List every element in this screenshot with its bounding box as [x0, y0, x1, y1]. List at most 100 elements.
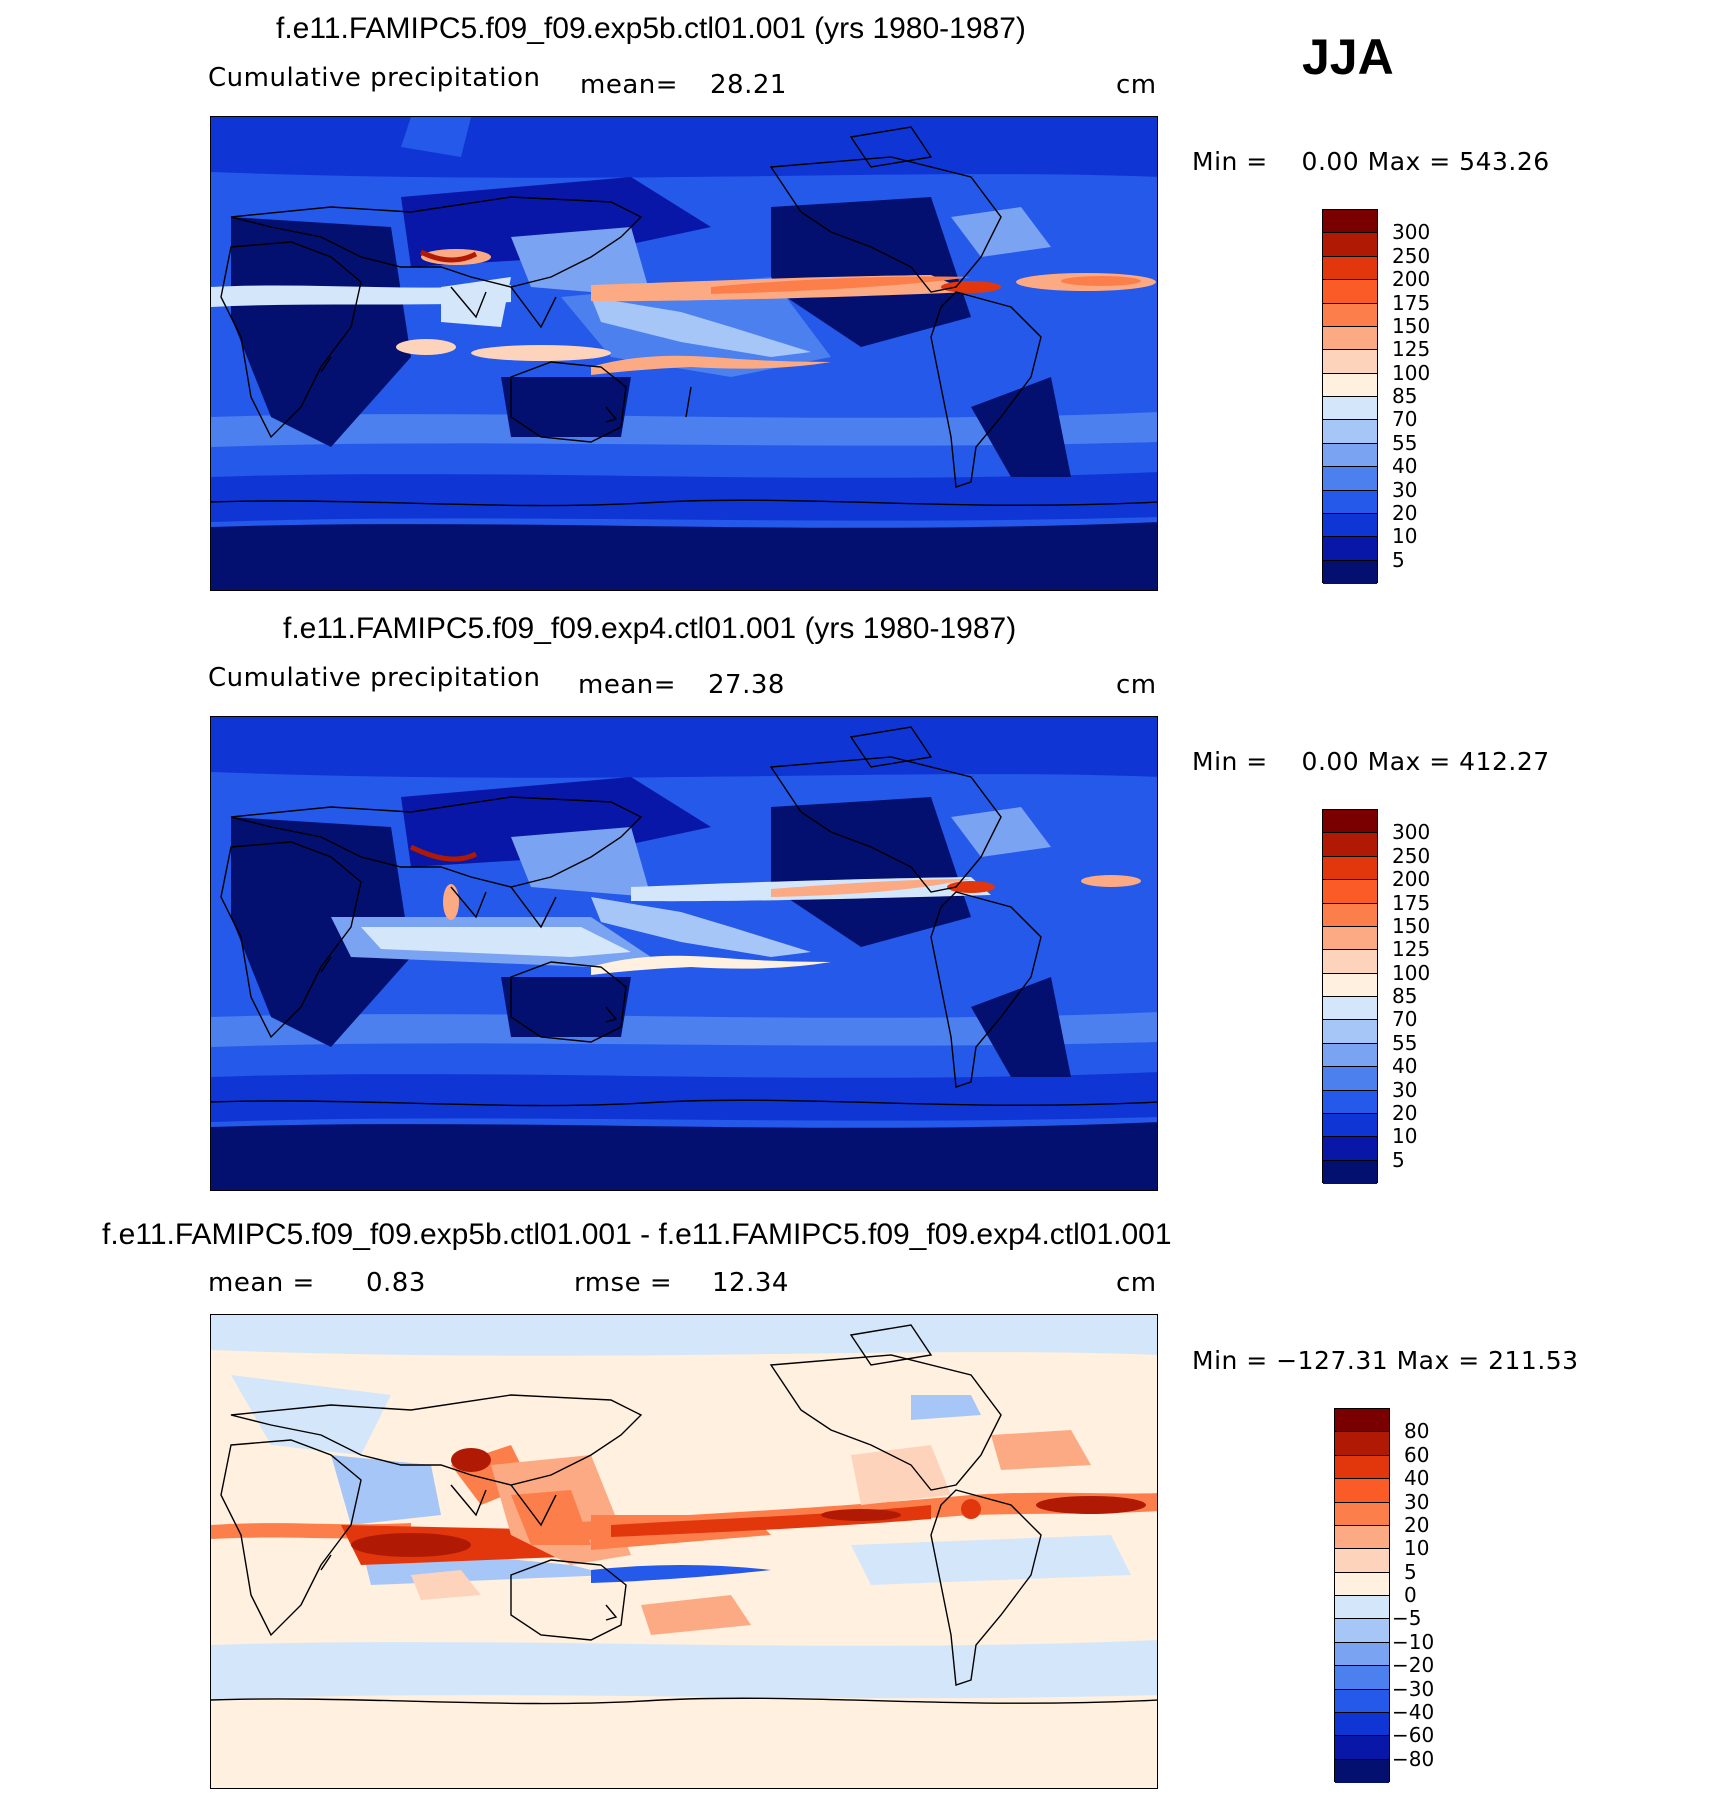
panel-3-colorbar-ticks: 80 60 40 30 20 10 5 0 −5 −10 −20 −30 −40… [1392, 1408, 1494, 1782]
colorbar-swatch [1323, 1020, 1377, 1044]
colorbar-swatch [1323, 397, 1377, 421]
colorbar-tick-label: 250 [1392, 243, 1431, 268]
colorbar-tick-label: 40 [1404, 1466, 1430, 1491]
colorbar-tick-label: 5 [1392, 1147, 1405, 1172]
colorbar-tick-label: 10 [1392, 1124, 1418, 1149]
colorbar-tick-label: 70 [1392, 1007, 1418, 1032]
colorbar-tick-label: 55 [1392, 430, 1418, 455]
colorbar-swatch [1335, 1596, 1389, 1620]
colorbar-swatch [1323, 537, 1377, 561]
colorbar-swatch [1323, 513, 1377, 538]
panel-1-colorbar-ticks: 300 250 200 175 150 125 100 85 70 55 40 … [1392, 209, 1472, 583]
colorbar-swatch [1323, 280, 1377, 304]
colorbar-tick-label: 5 [1404, 1559, 1417, 1584]
colorbar-swatch [1323, 1113, 1377, 1138]
colorbar-swatch [1323, 950, 1377, 974]
colorbar-swatch [1323, 833, 1377, 857]
colorbar-swatch [1335, 1642, 1389, 1667]
colorbar-swatch [1335, 1712, 1389, 1737]
colorbar-swatch [1323, 560, 1377, 584]
colorbar-swatch [1323, 973, 1377, 997]
colorbar-tick-label: 200 [1392, 267, 1431, 292]
colorbar-tick-label: 20 [1392, 1100, 1418, 1125]
panel-2-colorbar-ticks: 300 250 200 175 150 125 100 85 70 55 40 … [1392, 809, 1472, 1183]
panel-1-map [210, 116, 1158, 591]
colorbar-swatch [1323, 856, 1377, 881]
colorbar-swatch [1335, 1525, 1389, 1550]
colorbar-tick-label: 125 [1392, 337, 1431, 362]
colorbar-tick-label: 100 [1392, 960, 1431, 985]
colorbar-tick-label: 300 [1392, 820, 1431, 845]
colorbar-swatch [1335, 1572, 1389, 1596]
colorbar-tick-label: 0 [1404, 1583, 1417, 1607]
colorbar-swatch [1323, 443, 1377, 468]
panel-3-units: cm [1116, 1268, 1157, 1298]
colorbar-tick-label: 20 [1404, 1512, 1430, 1537]
colorbar-swatch [1323, 880, 1377, 904]
colorbar-swatch [1323, 926, 1377, 951]
panel-1-title: f.e11.FAMIPC5.f09_f09.exp5b.ctl01.001 (y… [276, 12, 1026, 45]
colorbar-tick-label: 300 [1392, 220, 1431, 245]
colorbar-swatch [1323, 490, 1377, 514]
panel-2-minmax: Min = 0.00 Max = 412.27 [1192, 747, 1550, 776]
colorbar-swatch [1335, 1549, 1389, 1573]
panel-1-mean-label: mean= [580, 70, 679, 100]
panel-2-units: cm [1116, 670, 1157, 700]
colorbar-tick-label: 250 [1392, 843, 1431, 868]
colorbar-swatch [1323, 1043, 1377, 1068]
panel-2-mean-label: mean= [578, 670, 677, 700]
colorbar-swatch [1335, 1455, 1389, 1480]
colorbar-tick-label: 55 [1392, 1030, 1418, 1055]
colorbar-tick-label: 150 [1392, 313, 1431, 338]
panel-1-variable-label: Cumulative precipitation [208, 63, 541, 93]
colorbar-swatch [1323, 326, 1377, 351]
colorbar-tick-label: −5 [1392, 1606, 1422, 1631]
colorbar-tick-label: 125 [1392, 937, 1431, 962]
colorbar-swatch [1323, 210, 1377, 234]
panel-3-difference-field [211, 1315, 1157, 1788]
panel-3-rmse-value: 12.34 [712, 1268, 789, 1298]
colorbar-swatch [1335, 1736, 1389, 1760]
colorbar-swatch [1323, 1137, 1377, 1161]
colorbar-tick-label: 40 [1392, 1054, 1418, 1079]
colorbar-tick-label: 30 [1404, 1489, 1430, 1514]
colorbar-swatch [1323, 810, 1377, 834]
colorbar-swatch [1335, 1619, 1389, 1643]
colorbar-swatch [1323, 233, 1377, 257]
colorbar-tick-label: 85 [1392, 984, 1418, 1008]
colorbar-swatch [1323, 350, 1377, 374]
colorbar-tick-label: 175 [1392, 290, 1431, 315]
colorbar-swatch [1323, 373, 1377, 397]
colorbar-tick-label: 10 [1404, 1536, 1430, 1561]
colorbar-tick-label: −20 [1392, 1653, 1435, 1678]
panel-1-minmax: Min = 0.00 Max = 543.26 [1192, 147, 1550, 176]
colorbar-tick-label: 30 [1392, 477, 1418, 502]
colorbar-swatch [1323, 256, 1377, 281]
colorbar-tick-label: 80 [1404, 1419, 1430, 1444]
season-label: JJA [1302, 29, 1394, 85]
panel-2-map [210, 716, 1158, 1191]
colorbar-tick-label: −40 [1392, 1699, 1435, 1724]
colorbar-swatch [1335, 1409, 1389, 1433]
panel-3-title: f.e11.FAMIPC5.f09_f09.exp5b.ctl01.001 - … [102, 1218, 1172, 1251]
colorbar-tick-label: 10 [1392, 524, 1418, 549]
panel-1-units: cm [1116, 70, 1157, 100]
colorbar-swatch [1323, 997, 1377, 1021]
colorbar-tick-label: 30 [1392, 1077, 1418, 1102]
panel-3-mean-label: mean = [208, 1268, 315, 1298]
colorbar-tick-label: −10 [1392, 1629, 1435, 1654]
colorbar-swatch [1335, 1759, 1389, 1783]
colorbar-swatch [1335, 1432, 1389, 1456]
colorbar-tick-label: 85 [1392, 384, 1418, 408]
panel-3-map [210, 1314, 1158, 1789]
colorbar-tick-label: 70 [1392, 407, 1418, 432]
colorbar-tick-label: 60 [1404, 1442, 1430, 1467]
colorbar-tick-label: −30 [1392, 1676, 1435, 1701]
panel-2-title: f.e11.FAMIPC5.f09_f09.exp4.ctl01.001 (yr… [283, 612, 1017, 645]
colorbar-tick-label: −60 [1392, 1723, 1435, 1748]
colorbar-tick-label: −80 [1392, 1746, 1435, 1771]
colorbar-swatch [1335, 1666, 1389, 1690]
panel-2-precip-field [211, 717, 1157, 1190]
colorbar-swatch [1323, 903, 1377, 927]
panel-1-colorbar [1322, 209, 1378, 584]
